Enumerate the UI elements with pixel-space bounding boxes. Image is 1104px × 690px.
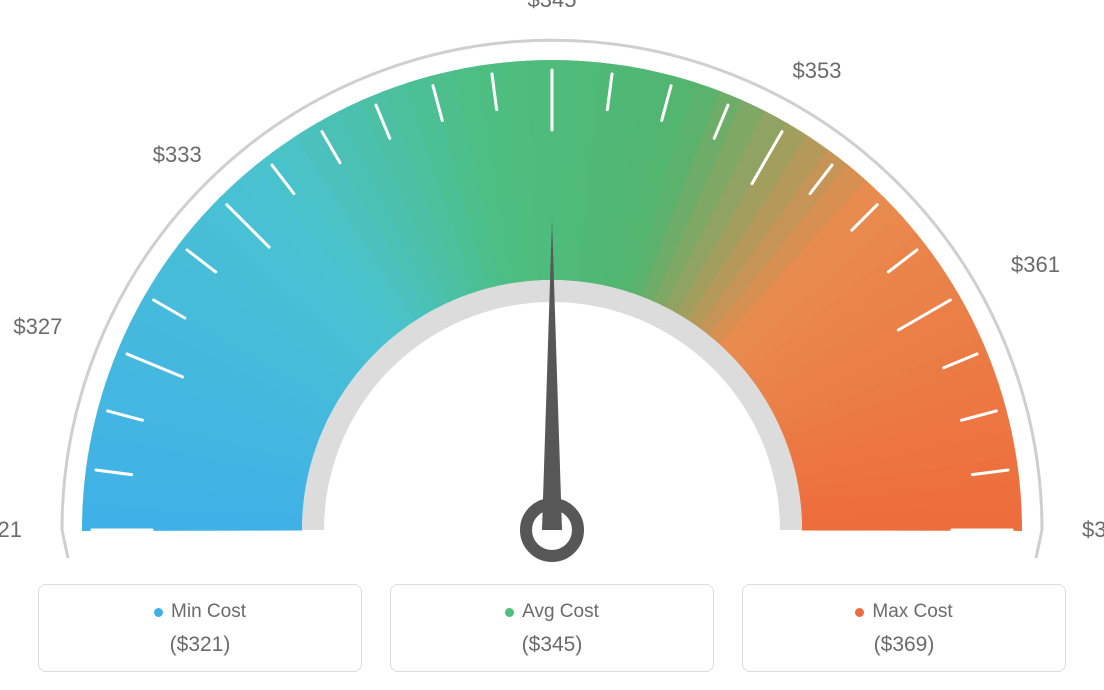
- legend-label-avg: Avg Cost: [522, 601, 599, 623]
- legend-card-min: Min Cost ($321): [38, 584, 362, 672]
- legend-value-max: ($369): [753, 633, 1055, 657]
- legend-value-avg: ($345): [401, 633, 703, 657]
- svg-text:$345: $345: [528, 0, 577, 12]
- legend-dot-min: [154, 608, 163, 617]
- svg-text:$353: $353: [793, 58, 842, 83]
- svg-text:$333: $333: [153, 142, 202, 167]
- legend-label-max: Max Cost: [872, 601, 952, 623]
- legend-value-min: ($321): [49, 633, 351, 657]
- legend-label-min: Min Cost: [171, 601, 246, 623]
- svg-text:$361: $361: [1011, 252, 1060, 277]
- legend-dot-max: [855, 608, 864, 617]
- legend-dot-avg: [505, 608, 514, 617]
- svg-text:$321: $321: [0, 517, 22, 542]
- legend-card-max: Max Cost ($369): [742, 584, 1066, 672]
- legend-card-avg: Avg Cost ($345): [390, 584, 714, 672]
- legend-row: Min Cost ($321) Avg Cost ($345) Max Cost…: [0, 584, 1104, 672]
- svg-text:$327: $327: [13, 314, 62, 339]
- svg-text:$369: $369: [1082, 517, 1104, 542]
- cost-gauge: $321 $327 $333 $345 $353 $361 $369: [0, 0, 1104, 570]
